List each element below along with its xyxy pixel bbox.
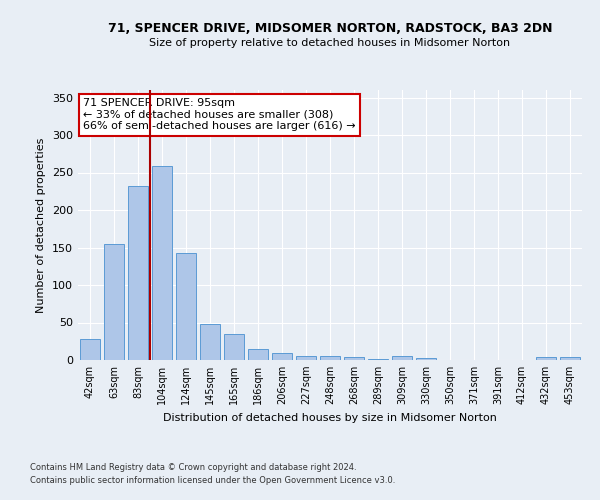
Text: Size of property relative to detached houses in Midsomer Norton: Size of property relative to detached ho… bbox=[149, 38, 511, 48]
Bar bbox=[368, 359, 388, 360]
Bar bbox=[416, 358, 436, 360]
Bar bbox=[152, 166, 172, 360]
Bar bbox=[128, 186, 148, 360]
Bar bbox=[296, 356, 316, 360]
Bar bbox=[320, 356, 340, 360]
Bar bbox=[536, 357, 556, 360]
Text: 71, SPENCER DRIVE, MIDSOMER NORTON, RADSTOCK, BA3 2DN: 71, SPENCER DRIVE, MIDSOMER NORTON, RADS… bbox=[108, 22, 552, 36]
Bar bbox=[200, 324, 220, 360]
Bar bbox=[104, 244, 124, 360]
Y-axis label: Number of detached properties: Number of detached properties bbox=[37, 138, 46, 312]
Bar bbox=[176, 253, 196, 360]
Bar bbox=[80, 339, 100, 360]
Text: 71 SPENCER DRIVE: 95sqm
← 33% of detached houses are smaller (308)
66% of semi-d: 71 SPENCER DRIVE: 95sqm ← 33% of detache… bbox=[83, 98, 356, 132]
Bar bbox=[272, 353, 292, 360]
Text: Contains public sector information licensed under the Open Government Licence v3: Contains public sector information licen… bbox=[30, 476, 395, 485]
Bar bbox=[344, 357, 364, 360]
X-axis label: Distribution of detached houses by size in Midsomer Norton: Distribution of detached houses by size … bbox=[163, 412, 497, 422]
Text: Contains HM Land Registry data © Crown copyright and database right 2024.: Contains HM Land Registry data © Crown c… bbox=[30, 464, 356, 472]
Bar bbox=[248, 349, 268, 360]
Bar bbox=[224, 334, 244, 360]
Bar bbox=[560, 357, 580, 360]
Bar bbox=[392, 356, 412, 360]
